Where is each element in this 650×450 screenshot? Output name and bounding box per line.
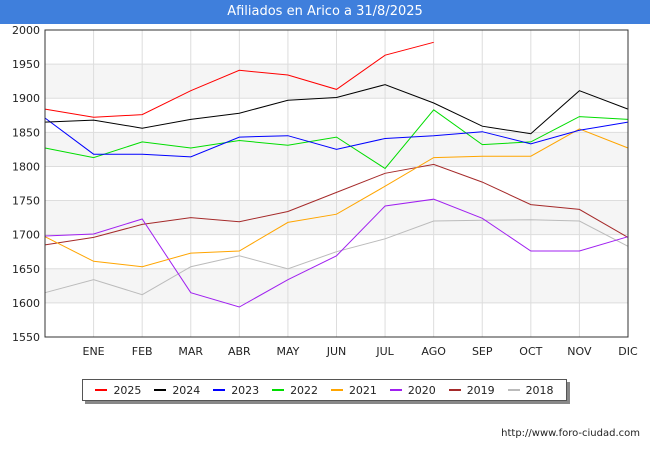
legend-item-2023: 2023 [213, 384, 259, 397]
legend-label: 2023 [231, 383, 260, 397]
chart-title: Afiliados en Arico a 31/8/2025 [0, 0, 650, 24]
y-axis-ticks: 1550 1600 1650 1700 1750 1800 1850 1900 1950 2000 [12, 24, 40, 344]
y-tick-label: 1850 [12, 126, 40, 139]
legend-label: 2020 [407, 383, 436, 397]
y-tick-label: 1900 [12, 92, 40, 105]
x-tick-label: MAY [276, 345, 299, 358]
legend-item-2019: 2019 [448, 383, 495, 397]
legend-swatch [272, 389, 285, 391]
plot-frame [44, 29, 629, 338]
series-line-2025 [44, 41, 434, 118]
x-tick-label: DIC [618, 345, 638, 358]
y-tick-label: 1950 [12, 58, 40, 71]
legend-swatch [154, 389, 167, 391]
legend-item-2020: 2020 [389, 383, 436, 397]
x-tick-label: ENE [83, 345, 105, 358]
series-line-2023 [44, 117, 629, 158]
legend: 2025 2024 2023 2022 2021 2020 2019 2018 [82, 379, 567, 401]
legend-item-2024: 2024 [154, 384, 200, 397]
x-tick-label: ABR [228, 345, 251, 358]
legend-item-2025: 2025 [95, 384, 141, 397]
x-axis-ticks: ENE FEB MAR ABR MAY JUN JUL AGO SEP OCT NOV DIC [83, 345, 638, 358]
y-tick-label: 1600 [12, 297, 40, 310]
x-tick-label: SEP [472, 345, 493, 358]
legend-swatch [213, 389, 226, 391]
series-lines [44, 41, 629, 308]
x-tick-label: JUN [326, 345, 347, 358]
y-tick-label: 1550 [12, 331, 40, 344]
legend-item-2021: 2021 [330, 383, 377, 397]
series-line-2019 [44, 163, 629, 246]
legend-swatch [507, 389, 520, 391]
legend-swatch [389, 389, 402, 391]
x-tick-label: OCT [519, 345, 542, 358]
series-line-2024 [44, 84, 629, 135]
legend-swatch [448, 389, 461, 391]
x-tick-label: NOV [567, 345, 592, 358]
series-line-2021 [44, 128, 629, 268]
legend-label: 2021 [348, 383, 377, 397]
legend-label: 2022 [290, 383, 319, 397]
legend-label: 2024 [172, 383, 201, 397]
legend-swatch [330, 389, 343, 391]
legend-item-2022: 2022 [272, 384, 318, 397]
y-tick-label: 1800 [12, 160, 40, 173]
legend-label: 2025 [113, 383, 142, 397]
y-tick-label: 1700 [12, 229, 40, 242]
y-tick-label: 1750 [12, 195, 40, 208]
source-credit: http://www.foro-ciudad.com [501, 428, 640, 439]
x-tick-label: FEB [132, 345, 153, 358]
series-line-2020 [44, 198, 629, 308]
legend-label: 2019 [466, 383, 495, 397]
x-tick-label: JUL [375, 345, 394, 358]
series-line-2022 [44, 109, 629, 170]
x-tick-label: AGO [421, 345, 446, 358]
legend-label: 2018 [525, 383, 554, 397]
legend-item-2018: 2018 [507, 383, 554, 397]
series-line-2018 [44, 219, 629, 296]
y-tick-label: 1650 [12, 263, 40, 276]
y-tick-label: 2000 [12, 24, 40, 37]
legend-swatch [95, 389, 108, 391]
x-tick-label: MAR [178, 345, 203, 358]
